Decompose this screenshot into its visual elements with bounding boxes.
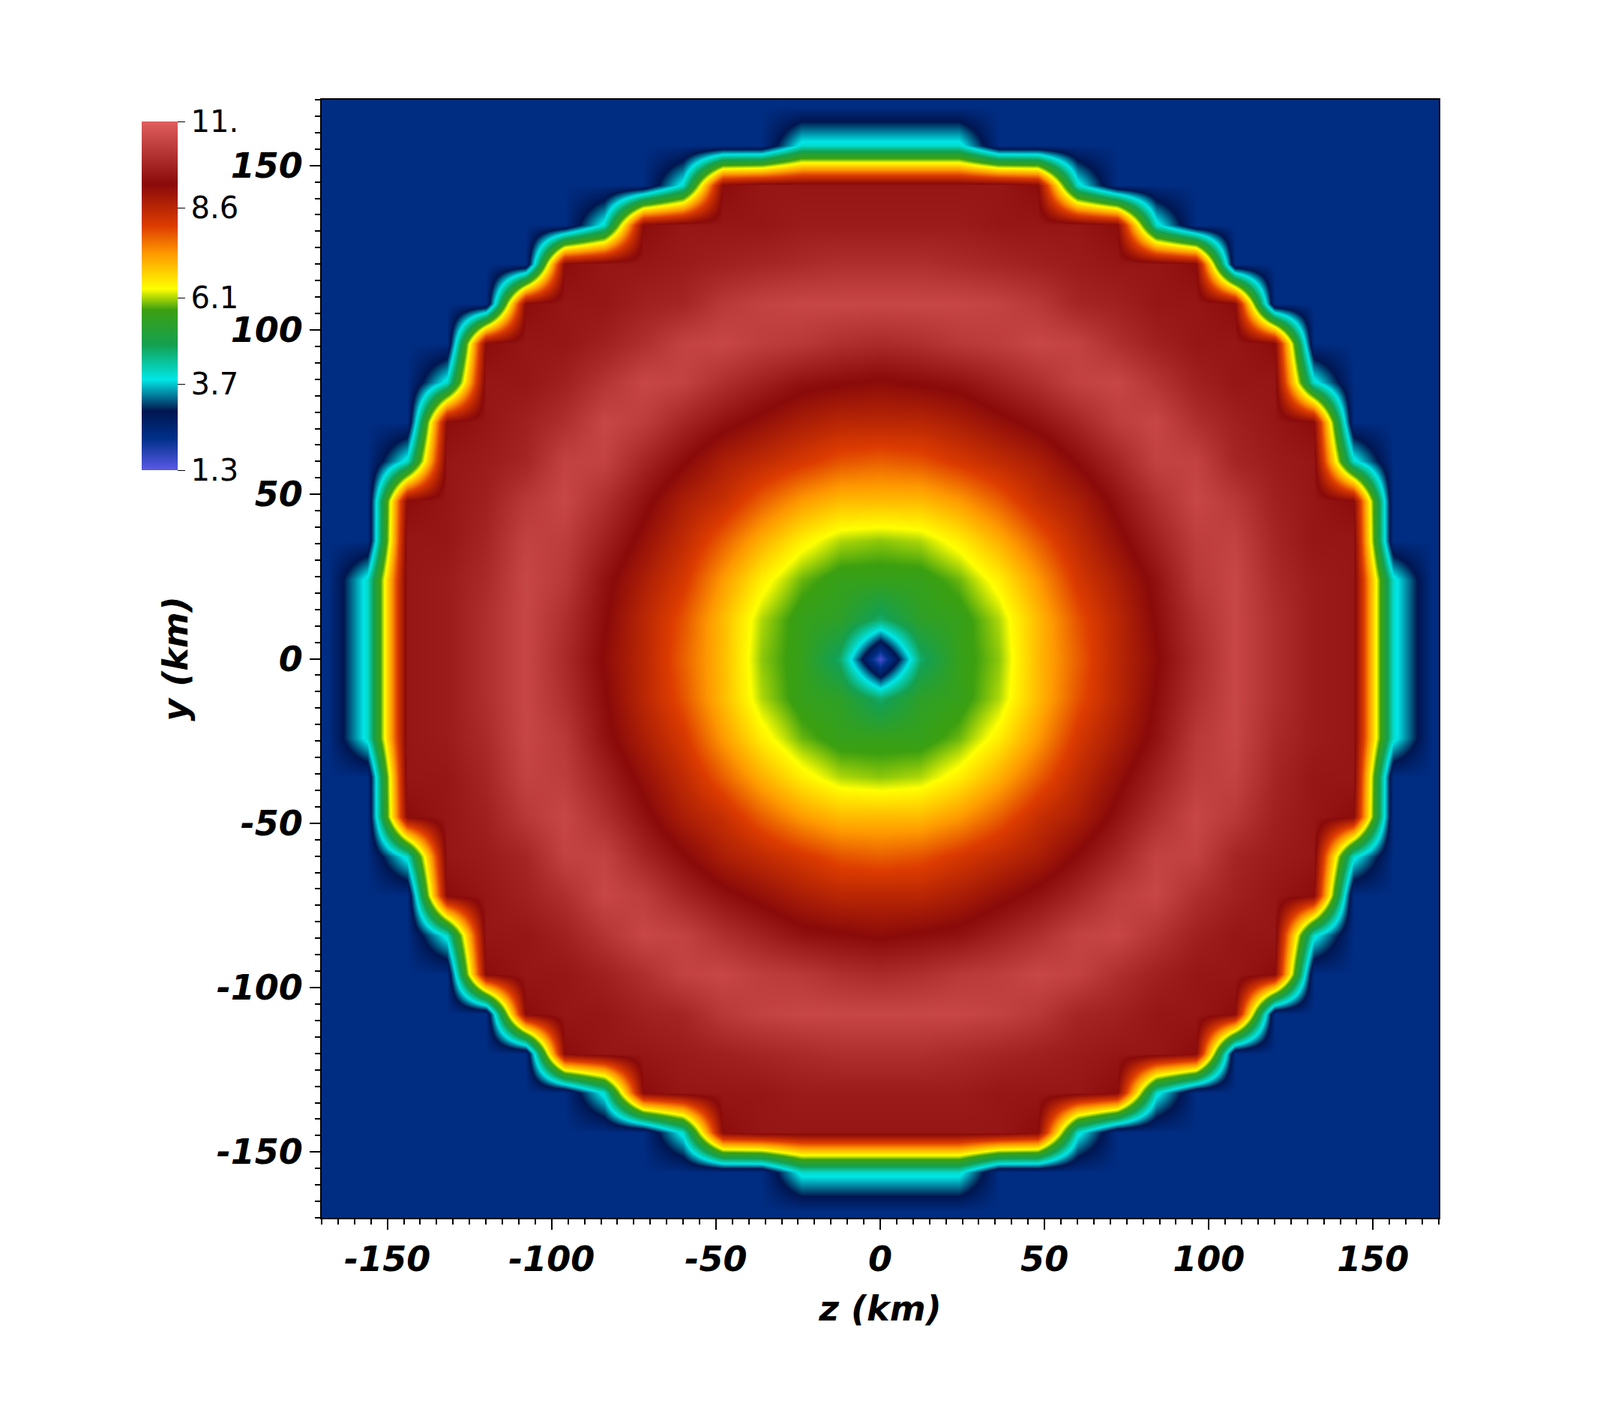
svg-text:150: 150 (1336, 1238, 1409, 1280)
svg-text:3.7: 3.7 (191, 366, 240, 402)
svg-text:-50: -50 (684, 1238, 747, 1280)
svg-text:6.1: 6.1 (191, 280, 240, 315)
svg-text:8.6: 8.6 (191, 190, 240, 225)
svg-text:1.3: 1.3 (191, 452, 240, 488)
svg-text:y (km): y (km) (155, 596, 196, 722)
svg-text:-100: -100 (216, 967, 303, 1008)
svg-text:0: 0 (868, 1238, 893, 1280)
svg-text:100: 100 (1172, 1238, 1245, 1280)
svg-text:150: 150 (230, 145, 303, 186)
svg-text:-150: -150 (216, 1131, 303, 1172)
svg-text:100: 100 (230, 309, 303, 351)
svg-text:-100: -100 (508, 1238, 595, 1280)
svg-text:50: 50 (1020, 1238, 1069, 1280)
svg-text:-50: -50 (240, 802, 303, 844)
svg-text:50: 50 (254, 473, 303, 515)
svg-text:z (km): z (km) (817, 1288, 941, 1329)
svg-text:11.: 11. (191, 104, 240, 139)
svg-text:0: 0 (278, 638, 303, 680)
svg-text:-150: -150 (344, 1238, 431, 1280)
